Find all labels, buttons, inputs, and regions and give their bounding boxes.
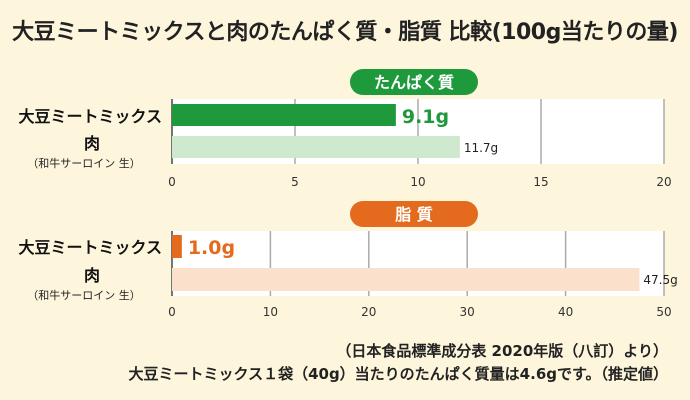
tick-label: 20 (361, 305, 376, 319)
tick-label: 50 (656, 305, 671, 319)
panel-title-pill (350, 201, 478, 227)
chart-title: 大豆ミートミックスと肉のたんぱく質・脂質 比較(100g当たりの量) (12, 20, 678, 45)
category-sublabel: （和牛サーロイン 生） (27, 288, 141, 302)
value-label: 9.1g (402, 106, 449, 128)
tick-label: 0 (168, 305, 176, 319)
category-label: 肉 (84, 266, 100, 285)
bar (172, 136, 460, 158)
tick-label: 5 (291, 175, 299, 189)
category-sublabel: （和牛サーロイン 生） (27, 156, 141, 170)
value-label: 1.0g (188, 237, 235, 259)
panel-title: たんぱく質 (374, 73, 454, 92)
category-label: 大豆ミートミックス (18, 238, 162, 257)
bar (172, 104, 396, 126)
tick-label: 30 (460, 305, 475, 319)
panel-title: 脂 質 (395, 205, 433, 224)
source-note: （日本食品標準成分表 2020年版（八訂）より） (336, 342, 668, 360)
tick-label: 20 (656, 175, 671, 189)
panel-title-pill (350, 69, 478, 95)
value-label: 47.5g (643, 273, 677, 287)
tick-label: 0 (168, 175, 176, 189)
tick-label: 10 (410, 175, 425, 189)
serving-note: 大豆ミートミックス１袋（40g）当たりのたんぱく質量は4.6gです。（推定値） (128, 365, 668, 383)
value-label: 11.7g (464, 141, 498, 155)
category-label: 肉 (84, 134, 100, 153)
tick-label: 15 (533, 175, 548, 189)
bar (172, 268, 640, 291)
bar (172, 235, 182, 258)
tick-label: 10 (263, 305, 278, 319)
tick-label: 40 (558, 305, 573, 319)
category-label: 大豆ミートミックス (18, 107, 162, 126)
